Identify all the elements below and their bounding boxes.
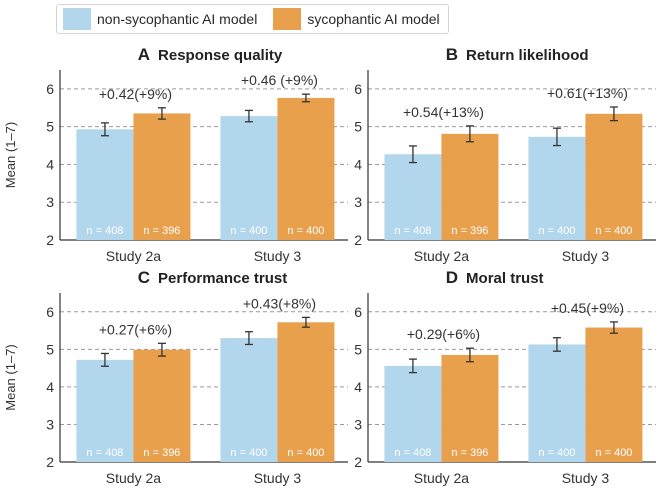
panel-a-xtick-label: Study 2a	[106, 248, 161, 264]
legend-item-non-sycophantic: non-sycophantic AI model	[63, 8, 257, 30]
panel-d-n-label: n = 396	[451, 447, 488, 459]
panel-c-letter: C	[138, 268, 150, 287]
panel-d-bar-non-sycophantic	[528, 344, 586, 462]
panel-b-ytick-label: 3	[354, 194, 362, 210]
panel-a-ylabel: Mean (1–7)	[3, 122, 18, 188]
panel-a-ytick-label: 4	[46, 156, 54, 172]
panel-c-ylabel: Mean (1–7)	[3, 344, 18, 410]
legend-label-sycophantic: sycophantic AI model	[307, 11, 440, 27]
panel-d-bar-sycophantic	[441, 354, 499, 462]
panel-c-ytick-label: 2	[46, 454, 54, 470]
panel-d-effect-annotation: +0.29(+6%)	[407, 326, 480, 342]
legend-label-non-sycophantic: non-sycophantic AI model	[97, 11, 258, 27]
panel-c-ytick-label: 3	[46, 416, 54, 432]
panel-b-bar-non-sycophantic	[528, 136, 586, 240]
panel-c-bar-sycophantic	[133, 349, 191, 462]
panel-a-n-label: n = 396	[143, 225, 180, 237]
panel-d-n-label: n = 400	[595, 447, 632, 459]
panel-a-ytick-label: 6	[46, 81, 54, 97]
panel-c-bar-non-sycophantic	[220, 338, 278, 462]
panel-c-n-label: n = 400	[287, 447, 324, 459]
panel-c-bar-non-sycophantic	[76, 359, 134, 462]
panel-c-ytick-label: 5	[46, 341, 54, 357]
panel-a-n-label: n = 408	[86, 225, 123, 237]
panel-c-xtick-label: Study 2a	[106, 470, 161, 486]
panel-a-title: A Response quality	[138, 45, 283, 64]
panel-a-xtick-label: Study 3	[254, 248, 302, 264]
panel-b-bar-sycophantic	[585, 113, 643, 240]
panel-d-letter: D	[446, 268, 458, 287]
panel-d-xtick-label: Study 3	[562, 470, 610, 486]
panel-a-title-text: Response quality	[158, 47, 283, 64]
panel-c-ytick-label: 4	[46, 379, 54, 395]
panel-d-ytick-label: 3	[354, 416, 362, 432]
panel-b-title-text: Return likelihood	[466, 47, 589, 64]
panel-b-ytick-label: 4	[354, 156, 362, 172]
panel-a-ytick-label: 5	[46, 119, 54, 135]
panel-b-xtick-label: Study 2a	[414, 248, 469, 264]
panel-c-n-label: n = 400	[230, 447, 267, 459]
panel-d-ytick-label: 4	[354, 379, 362, 395]
panel-b-letter: B	[446, 45, 458, 64]
panel-a-letter: A	[138, 45, 150, 64]
panel-c-title-text: Performance trust	[158, 270, 287, 287]
panel-d-effect-annotation: +0.45(+9%)	[551, 300, 624, 316]
panel-d-ytick-label: 5	[354, 341, 362, 357]
panel-b-xtick-label: Study 3	[562, 248, 610, 264]
chart-legend: non-sycophantic AI model sycophantic AI …	[56, 4, 449, 34]
panel-a-effect-annotation: +0.46 (+9%)	[241, 72, 318, 88]
legend-swatch-non-sycophantic	[63, 8, 91, 30]
panel-a-bar-non-sycophantic	[220, 116, 278, 240]
panel-b-n-label: n = 400	[595, 225, 632, 237]
panel-b-n-label: n = 396	[451, 225, 488, 237]
panel-b-n-label: n = 400	[538, 225, 575, 237]
panel-d-xtick-label: Study 2a	[414, 470, 469, 486]
panel-c-ytick-label: 6	[46, 304, 54, 320]
panel-d-n-label: n = 408	[394, 447, 431, 459]
panel-b-effect-annotation: +0.61(+13%)	[547, 85, 628, 101]
panel-a-ytick-label: 3	[46, 194, 54, 210]
panel-c-xtick-label: Study 3	[254, 470, 302, 486]
panel-a-bar-sycophantic	[277, 97, 335, 240]
panel-d-ytick-label: 2	[354, 454, 362, 470]
panel-d-n-label: n = 400	[538, 447, 575, 459]
panel-a-n-label: n = 400	[287, 225, 324, 237]
panel-b-n-label: n = 408	[394, 225, 431, 237]
panel-a-effect-annotation: +0.42(+9%)	[99, 86, 172, 102]
panel-a-bar-non-sycophantic	[76, 129, 134, 240]
panel-c-n-label: n = 396	[143, 447, 180, 459]
panel-a-ytick-label: 2	[46, 232, 54, 248]
panel-c-title: C Performance trust	[138, 268, 288, 287]
panel-a-bar-sycophantic	[133, 113, 191, 240]
panel-b-ytick-label: 2	[354, 232, 362, 248]
panel-a-n-label: n = 400	[230, 225, 267, 237]
panel-b-ytick-label: 6	[354, 81, 362, 97]
panel-b-title: B Return likelihood	[446, 45, 589, 64]
panel-c-n-label: n = 408	[86, 447, 123, 459]
legend-swatch-sycophantic	[273, 8, 302, 30]
panel-d-title: D Moral trust	[446, 268, 544, 287]
panel-d-ytick-label: 6	[354, 304, 362, 320]
panel-d-title-text: Moral trust	[466, 270, 544, 287]
panel-d-bar-sycophantic	[585, 327, 643, 462]
panel-b-bar-sycophantic	[441, 133, 499, 240]
panel-b-effect-annotation: +0.54(+13%)	[403, 104, 484, 120]
legend-item-sycophantic: sycophantic AI model	[273, 8, 440, 30]
panel-c-effect-annotation: +0.43(+8%)	[243, 295, 316, 311]
panel-b-ytick-label: 5	[354, 119, 362, 135]
panel-b-bar-non-sycophantic	[384, 154, 442, 240]
panel-c-effect-annotation: +0.27(+6%)	[99, 321, 172, 337]
panel-d-bar-non-sycophantic	[384, 365, 442, 462]
panel-c-bar-sycophantic	[277, 322, 335, 462]
